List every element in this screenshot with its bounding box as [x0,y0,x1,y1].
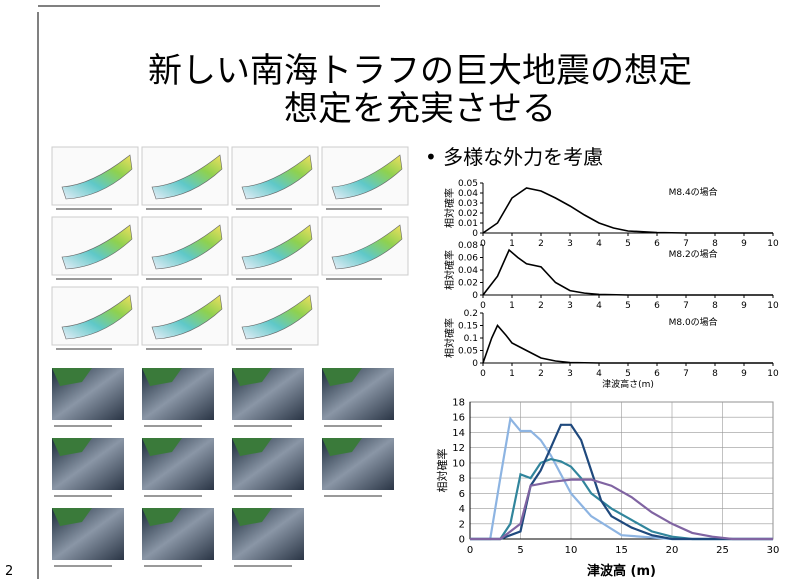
y-tick-label: 0.01 [458,219,478,229]
x-tick-label: 1 [509,239,515,249]
line-series [483,188,773,233]
y-tick-label: 14 [452,428,465,439]
x-tick-label: 0 [467,545,473,556]
x-axis-label: 津波高 (m) [587,563,656,579]
y-tick-label: 0.1 [464,334,478,344]
page-number: 2 [5,564,13,579]
map-images [52,147,408,349]
x-tick-label: 30 [767,545,780,556]
bullet-text: 多様な外力を考慮 [443,145,603,169]
x-tick-label: 9 [741,239,747,249]
chart: 0 0.05 0.1 0.15 0.2 0 1 2 3 4 5 6 7 8 9 10 相対確率 M8.0の場合津波… [443,309,779,390]
x-tick-label: 7 [683,301,689,311]
x-tick-label: 4 [596,369,602,379]
x-tick-label: 8 [712,239,718,249]
y-tick-label: 0 [459,535,465,546]
x-tick-label: 6 [654,301,660,311]
x-tick-label: 5 [625,369,631,379]
x-tick-label: 2 [538,369,544,379]
y-tick-label: 0.02 [458,209,478,219]
bullet: • 多様な外力を考慮 [425,145,603,169]
x-tick-label: 6 [654,369,660,379]
x-tick-label: 3 [567,301,573,311]
x-tick-label: 7 [683,369,689,379]
x-tick-label: 6 [654,239,660,249]
y-tick-label: 0.04 [458,266,478,276]
x-tick-label: 8 [712,369,718,379]
x-tick-label: 5 [625,239,631,249]
x-tick-label: 4 [596,301,602,311]
y-tick-label: 0.2 [464,309,478,319]
photo-images [52,368,394,566]
title: 想定を充実させる [284,89,556,129]
y-axis-label: 相対確率 [443,250,456,290]
y-tick-label: 8 [459,474,465,485]
y-tick-label: 6 [459,489,465,500]
y-tick-label: 0 [472,359,478,369]
x-tick-label: 3 [567,369,573,379]
x-tick-label: 0 [480,369,486,379]
x-tick-label: 10 [767,301,779,311]
y-tick-label: 12 [452,443,465,454]
x-tick-label: 1 [509,369,515,379]
x-tick-label: 1 [509,301,515,311]
y-tick-label: 10 [452,458,465,469]
x-tick-label: 10 [767,239,779,249]
annotation: M8.4の場合 [669,186,718,198]
x-tick-label: 3 [567,239,573,249]
y-axis-label: 相対確率 [443,188,456,228]
x-tick-label: 10 [767,369,779,379]
x-tick-label: 5 [625,301,631,311]
x-tick-label: 8 [712,301,718,311]
y-tick-label: 0.04 [458,189,478,199]
y-tick-label: 0.06 [458,254,478,264]
slide-canvas: 2 新しい南海トラフの巨大地震の想定 想定を充実させる • 多様な外力を考慮 0… [0,0,787,579]
y-tick-label: 0.05 [458,347,478,357]
slide: 2 新しい南海トラフの巨大地震の想定 想定を充実させる • 多様な外力を考慮 0… [0,0,787,579]
x-tick-label: 10 [565,545,578,556]
annotation: M8.0の場合 [669,316,718,328]
chart: 0 0.02 0.04 0.06 0.08 0 1 2 3 4 5 6 7 8 9 10 相対確率 M8.2の場合 [443,241,779,311]
x-tick-label: 5 [517,545,523,556]
x-axis-label: 津波高さ(m) [602,378,654,390]
y-tick-label: 0.03 [458,199,478,209]
y-tick-label: 0.08 [458,241,478,251]
annotation: M8.2の場合 [669,248,718,260]
x-tick-label: 15 [615,545,628,556]
y-tick-label: 0.15 [458,322,478,332]
y-axis-label: 相対確率 [435,449,449,493]
x-tick-label: 2 [538,301,544,311]
y-tick-label: 0 [472,291,478,301]
title: 新しい南海トラフの巨大地震の想定 [148,51,692,91]
x-tick-label: 7 [683,239,689,249]
x-tick-label: 9 [741,369,747,379]
x-tick-label: 0 [480,301,486,311]
y-tick-label: 4 [459,504,465,515]
x-tick-label: 9 [741,301,747,311]
x-tick-label: 25 [716,545,729,556]
x-tick-label: 20 [666,545,679,556]
y-tick-label: 2 [459,519,465,530]
y-tick-label: 0.02 [458,279,478,289]
x-tick-label: 4 [596,239,602,249]
y-tick-label: 0 [472,229,478,239]
y-tick-label: 0.05 [458,179,478,189]
y-axis-label: 相対確率 [443,318,456,358]
line-series [483,250,773,295]
y-tick-label: 16 [452,413,465,424]
y-tick-label: 18 [452,398,465,409]
line-series [483,326,773,364]
x-tick-label: 2 [538,239,544,249]
